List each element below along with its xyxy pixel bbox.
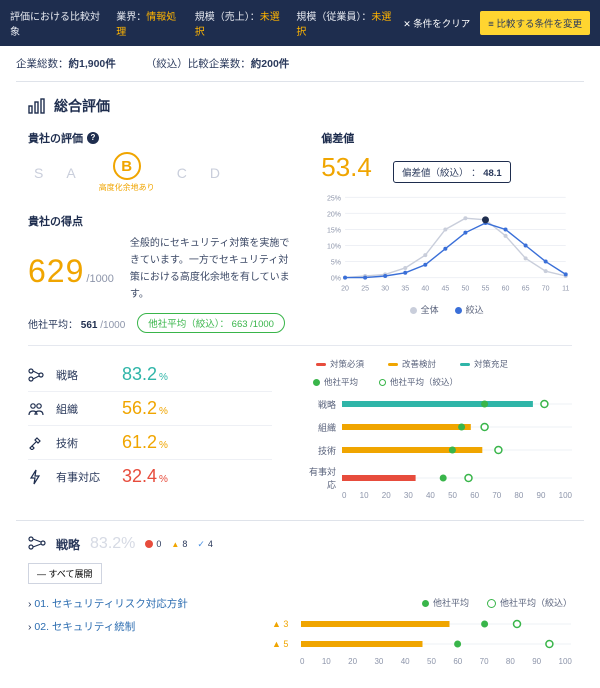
svg-text:11: 11 (562, 286, 569, 293)
score-description: 全般的にセキュリティ対策を実施できています。一方でセキュリティ対策における高度化… (130, 235, 291, 303)
svg-text:0%: 0% (331, 276, 341, 283)
bolt-icon (28, 469, 46, 485)
strategy-item-link[interactable]: 02. セキュリティ統制 (28, 619, 248, 634)
nodes-icon (28, 536, 46, 553)
total-count: 企業総数：約1,900件 (16, 56, 116, 71)
strategy-item-list: 01. セキュリティリスク対応方針 02. セキュリティ統制 (28, 596, 248, 666)
other-avg: 他社平均： 561 /1000 (28, 316, 125, 331)
deviation-value: 53.4 (321, 152, 372, 183)
deviation-label: 偏差値 (321, 130, 572, 146)
category-row[interactable]: 戦略 83.2% (28, 358, 272, 392)
score-label: 貴社の得点 (28, 213, 291, 229)
distribution-chart: 25% 20% 15% 10% 5% 0%20 25 30 35 40 45 50 55 60 65 70 11 (321, 191, 572, 296)
strategy-legend: 他社平均 他社平均（絞込） (272, 596, 572, 609)
strategy-chips: 0 8 4 (145, 539, 213, 550)
other-avg-filtered-pill: 他社平均（絞込）： 663 /1000 (137, 313, 285, 333)
grade: C (177, 165, 188, 181)
svg-text:25%: 25% (327, 195, 341, 202)
filter-employees[interactable]: 規模（従業員）：未選択 (296, 8, 393, 38)
clear-filters-button[interactable]: 条件をクリア (403, 16, 470, 30)
tools-icon (28, 436, 46, 450)
legend-item: 他社平均 (302, 376, 358, 388)
svg-text:20: 20 (341, 286, 349, 293)
svg-text:25: 25 (361, 286, 369, 293)
svg-text:45: 45 (442, 286, 450, 293)
filtered-count: （絞込）比較企業数：約200件 (146, 56, 290, 71)
legend-item: 他社平均（絞込） (368, 376, 458, 388)
strategy-axis: 0102030405060708090100 (300, 657, 572, 666)
bullet-row: 戦略 (302, 396, 572, 412)
grade-active: B 高度化余地あり (99, 152, 155, 193)
bullet-row: 組織 (302, 419, 572, 435)
svg-text:55: 55 (482, 286, 490, 293)
category-name: 技術 (56, 435, 112, 451)
warn-icon: ▲ 5 (272, 639, 294, 649)
svg-text:35: 35 (402, 286, 410, 293)
category-pct: 83.2% (122, 364, 168, 385)
category-pct: 61.2% (122, 432, 168, 453)
warn-icon: ▲ 3 (272, 619, 294, 629)
count-row: 企業総数：約1,900件 （絞込）比較企業数：約200件 (0, 46, 600, 81)
filter-title: 評価における比較対象 (10, 8, 102, 38)
svg-text:5%: 5% (331, 260, 341, 267)
bars-icon (28, 98, 46, 114)
expand-all-button[interactable]: すべて展開 (28, 563, 102, 584)
strategy-section: 戦略 83.2% 0 8 4 すべて展開 01. セキュリティリスク対応方針 02… (0, 521, 600, 688)
bullet-chart: 戦略 組織 技術 有事対応 (302, 396, 572, 491)
strategy-pct: 83.2% (90, 535, 135, 553)
svg-text:70: 70 (542, 286, 550, 293)
bullet-row: 有事対応 (302, 465, 572, 491)
legend-item: 対策必須 (302, 358, 364, 370)
your-score: 629/1000 (28, 253, 114, 290)
category-pct: 56.2% (122, 398, 168, 419)
bullet-legend: 対策必須改善検討対策充足他社平均他社平均（絞込） (302, 358, 572, 388)
svg-text:40: 40 (422, 286, 430, 293)
deviation-filtered-badge: 偏差値（絞込） ： 48.1 (393, 161, 511, 183)
strategy-bars: ▲ 3 ▲ 5 (272, 617, 572, 651)
strategy-bar-row: ▲ 5 (272, 637, 572, 651)
category-list: 戦略 83.2% 組織 56.2% 技術 61.2% 有事対応 32.4% (28, 358, 272, 493)
filter-revenue[interactable]: 規模（売上）：未選択 (195, 8, 283, 38)
rating-label: 貴社の評価 ? (28, 130, 291, 146)
filter-bar: 評価における比較対象 業界：情報処理 規模（売上）：未選択 規模（従業員）：未選… (0, 0, 600, 46)
section-title-overall: 総合評価 (28, 96, 572, 116)
change-conditions-button[interactable]: 比較する条件を変更 (480, 11, 590, 35)
category-row[interactable]: 技術 61.2% (28, 426, 272, 460)
grade: A (66, 165, 76, 181)
legend-item: 改善検討 (374, 358, 436, 370)
svg-text:65: 65 (522, 286, 530, 293)
legend-item: 対策充足 (446, 358, 508, 370)
filter-list: 評価における比較対象 業界：情報処理 規模（売上）：未選択 規模（従業員）：未選… (10, 8, 393, 38)
svg-text:10%: 10% (327, 244, 341, 251)
category-name: 戦略 (56, 367, 112, 383)
overall-panel: 総合評価 貴社の評価 ? S A B 高度化余地あり C D 貴社の得点 629/1… (0, 82, 600, 520)
distribution-legend: 全体 絞込 (321, 303, 572, 316)
bullet-row: 技術 (302, 442, 572, 458)
nodes-icon (28, 368, 46, 382)
svg-text:20%: 20% (327, 211, 341, 218)
strategy-bar-row: ▲ 3 (272, 617, 572, 631)
category-row[interactable]: 組織 56.2% (28, 392, 272, 426)
grade: S (34, 165, 44, 181)
people-icon (28, 402, 46, 416)
bullet-axis: 0102030405060708090100 (342, 491, 572, 500)
grade: D (210, 165, 221, 181)
filter-industry[interactable]: 業界：情報処理 (116, 8, 181, 38)
category-name: 有事対応 (56, 469, 112, 485)
category-name: 組織 (56, 401, 112, 417)
strategy-item-link[interactable]: 01. セキュリティリスク対応方針 (28, 596, 248, 611)
svg-text:60: 60 (502, 286, 510, 293)
svg-text:15%: 15% (327, 227, 341, 234)
category-row[interactable]: 有事対応 32.4% (28, 460, 272, 493)
category-pct: 32.4% (122, 466, 168, 487)
grade-scale: S A B 高度化余地あり C D (34, 152, 291, 193)
strategy-title: 戦略 (56, 536, 80, 553)
help-icon[interactable]: ? (87, 132, 99, 144)
svg-text:30: 30 (382, 286, 390, 293)
svg-text:50: 50 (462, 286, 470, 293)
